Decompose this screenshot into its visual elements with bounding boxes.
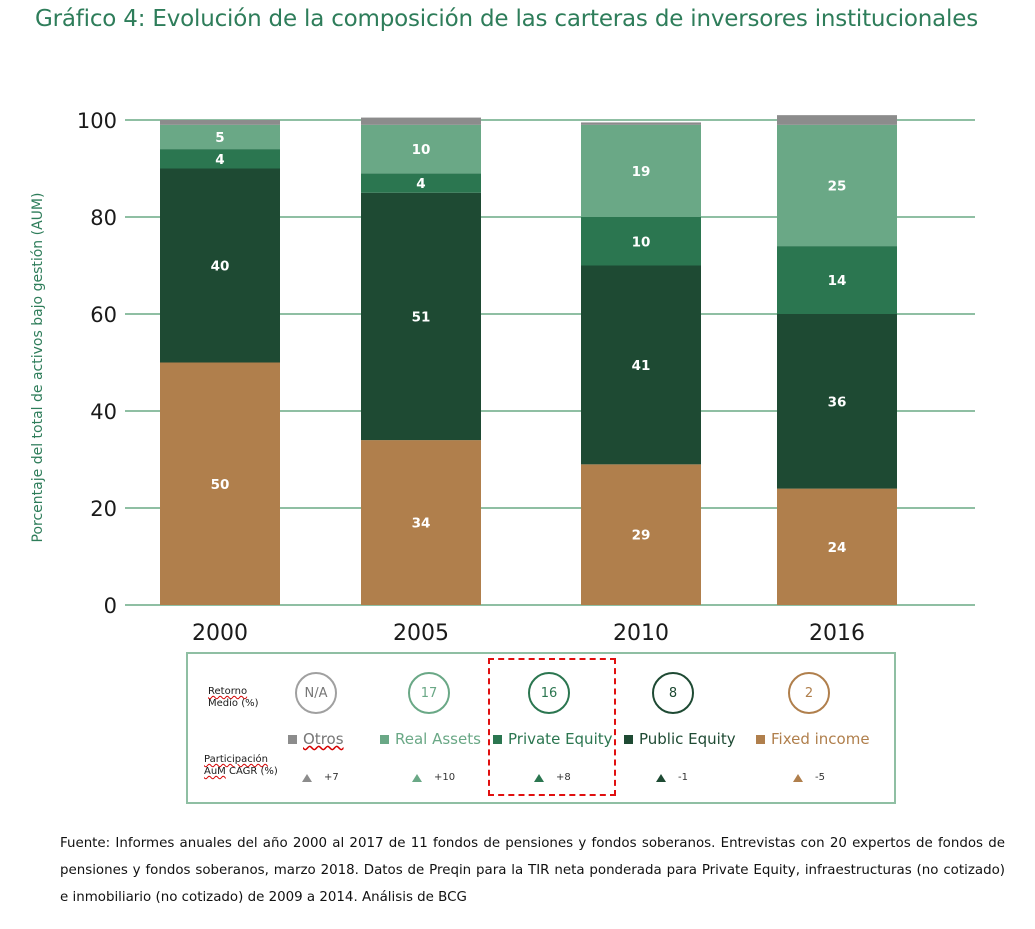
cagr-text: +7 bbox=[324, 772, 339, 783]
legend-entry: Private Equity bbox=[493, 730, 613, 748]
legend-box: Retorno Medio (%) Participación AuM CAGR… bbox=[186, 652, 896, 804]
y-tick-label: 40 bbox=[90, 400, 117, 424]
bar-segment bbox=[160, 149, 280, 169]
bar-data-label: 10 bbox=[412, 142, 431, 158]
bar-segment bbox=[581, 464, 701, 605]
cagr-value: +10 bbox=[412, 772, 455, 783]
bar-segment bbox=[361, 124, 481, 174]
bar-data-label: 24 bbox=[828, 540, 847, 556]
bar-segment bbox=[160, 124, 280, 150]
x-tick-label: 2000 bbox=[192, 621, 248, 646]
y-tick-label: 0 bbox=[104, 594, 117, 618]
cagr-text: -1 bbox=[678, 772, 688, 783]
y-tick-label: 80 bbox=[90, 206, 117, 230]
return-circle: 2 bbox=[788, 672, 830, 714]
stacked-bar-chart: 0 20 40 60 80 100 Porcentaje del total de acti… bbox=[30, 109, 975, 646]
bar-data-label: 19 bbox=[632, 164, 651, 180]
return-circle: 17 bbox=[408, 672, 450, 714]
bar-data-label: 50 bbox=[211, 477, 230, 493]
bar-data-label: 40 bbox=[211, 259, 230, 275]
bar-data-label: 51 bbox=[412, 309, 431, 325]
cagr-text: -5 bbox=[815, 772, 825, 783]
chart-title: Gráfico 4: Evolución de la composición d… bbox=[35, 6, 978, 32]
bar-segment bbox=[777, 314, 897, 489]
triangle-up-icon bbox=[412, 773, 422, 782]
legend-swatch bbox=[493, 734, 502, 744]
y-tick-label: 100 bbox=[77, 109, 117, 133]
bar-segment bbox=[160, 168, 280, 363]
x-tick-label: 2005 bbox=[393, 621, 449, 646]
bar-data-label: 5 bbox=[215, 130, 224, 146]
return-circle: 16 bbox=[528, 672, 570, 714]
y-axis-label: Porcentaje del total de activos bajo ges… bbox=[30, 193, 46, 543]
return-circle: 8 bbox=[652, 672, 694, 714]
legend-swatch bbox=[288, 734, 297, 744]
bar-segment bbox=[361, 173, 481, 193]
bar-data-label: 25 bbox=[828, 178, 847, 194]
cagr-value: +8 bbox=[534, 772, 571, 783]
bar-data-label: 34 bbox=[412, 516, 431, 532]
legend-label: Otros bbox=[303, 730, 344, 748]
cagr-value: -5 bbox=[793, 772, 825, 783]
private-equity-highlight-box bbox=[488, 658, 616, 796]
cagr-row-label: Participación AuM CAGR (%) bbox=[204, 754, 278, 777]
bar-segment bbox=[361, 440, 481, 605]
triangle-up-icon bbox=[302, 773, 312, 782]
legend-entry: Real Assets bbox=[380, 730, 481, 748]
bar-data-label: 36 bbox=[828, 394, 847, 410]
x-tick-label: 2010 bbox=[613, 621, 669, 646]
bar-segment bbox=[581, 265, 701, 465]
bar-segment bbox=[777, 488, 897, 605]
legend-entry: Fixed income bbox=[756, 730, 870, 748]
bar-data-label: 4 bbox=[215, 152, 224, 168]
bar-data-label: 41 bbox=[632, 358, 651, 374]
bar-segment bbox=[777, 124, 897, 247]
cagr-value: -1 bbox=[656, 772, 688, 783]
bar-data-label: 4 bbox=[416, 176, 425, 192]
y-tick-label: 60 bbox=[90, 303, 117, 327]
x-tick-label: 2016 bbox=[809, 621, 865, 646]
bar-segment bbox=[361, 117, 481, 125]
bar-segment bbox=[581, 217, 701, 266]
bar-segment bbox=[160, 120, 280, 125]
return-circle: N/A bbox=[295, 672, 337, 714]
bar-segment bbox=[361, 192, 481, 441]
source-note: Fuente: Informes anuales del año 2000 al… bbox=[60, 836, 1005, 905]
cagr-text: +10 bbox=[434, 772, 456, 783]
bar-segment bbox=[581, 124, 701, 217]
bar-segment bbox=[581, 122, 701, 125]
bar-segment bbox=[777, 246, 897, 314]
return-row-label: Retorno Medio (%) bbox=[208, 686, 259, 709]
legend-swatch bbox=[624, 734, 633, 744]
legend-entry: Public Equity bbox=[624, 730, 736, 748]
legend-label: Fixed income bbox=[771, 730, 870, 748]
legend-swatch bbox=[756, 734, 765, 744]
bar-data-label: 29 bbox=[632, 528, 651, 544]
triangle-up-icon bbox=[793, 773, 803, 782]
legend-label: Private Equity bbox=[508, 730, 613, 748]
bar-segment bbox=[777, 115, 897, 125]
bar-data-label: 14 bbox=[828, 273, 847, 289]
bar-segment bbox=[160, 362, 280, 605]
y-tick-label: 20 bbox=[90, 497, 117, 521]
triangle-up-icon bbox=[534, 773, 544, 782]
legend-entry: Otros bbox=[288, 730, 344, 748]
legend-swatch bbox=[380, 734, 389, 744]
legend-label: Public Equity bbox=[639, 730, 736, 748]
bar-data-label: 10 bbox=[632, 234, 651, 250]
cagr-text: +8 bbox=[556, 772, 571, 783]
triangle-up-icon bbox=[656, 773, 666, 782]
cagr-value: +7 bbox=[302, 772, 339, 783]
legend-label: Real Assets bbox=[395, 730, 481, 748]
